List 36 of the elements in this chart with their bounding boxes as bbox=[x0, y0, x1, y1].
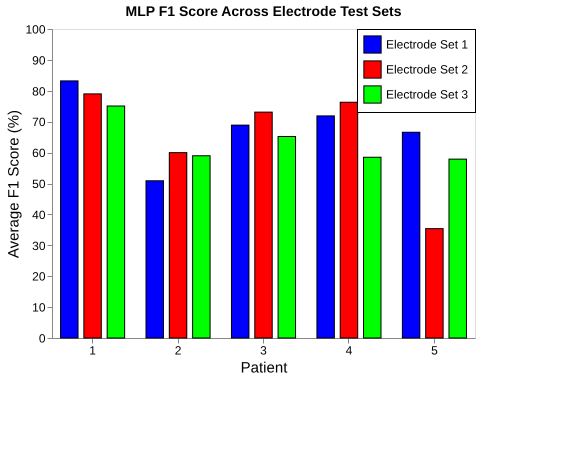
y-tick-label: 10 bbox=[32, 300, 46, 315]
y-tick-label: 20 bbox=[32, 270, 46, 284]
x-tick-label: 4 bbox=[346, 344, 353, 358]
bar bbox=[168, 152, 188, 338]
y-tick-label: 0 bbox=[38, 332, 46, 346]
bar bbox=[448, 158, 467, 338]
y-tick-label: 60 bbox=[32, 146, 46, 160]
chart-title: MLP F1 Score Across Electrode Test Sets bbox=[126, 3, 402, 19]
x-tick-label: 5 bbox=[431, 344, 438, 358]
y-tick-label: 90 bbox=[32, 53, 46, 68]
y-tick-label: 100 bbox=[25, 22, 46, 36]
bar bbox=[278, 136, 296, 338]
bar bbox=[363, 156, 382, 338]
legend-label: Electrode Set 3 bbox=[386, 88, 468, 102]
x-axis-title: Patient bbox=[240, 360, 288, 376]
x-tick-label: 3 bbox=[260, 344, 268, 358]
y-axis-title: Average F1 Score (%) bbox=[5, 110, 22, 258]
bar bbox=[60, 80, 79, 338]
y-tick-label: 40 bbox=[32, 208, 46, 222]
legend-label: Electrode Set 1 bbox=[386, 38, 468, 52]
bar bbox=[425, 228, 444, 338]
bar bbox=[230, 124, 250, 338]
y-tick-label: 50 bbox=[32, 177, 46, 191]
x-tick-label: 1 bbox=[89, 344, 96, 358]
bar bbox=[192, 155, 211, 338]
y-tick-label: 70 bbox=[32, 115, 46, 130]
bar bbox=[402, 132, 420, 338]
legend-label: Electrode Set 2 bbox=[386, 62, 468, 76]
bar bbox=[106, 105, 126, 338]
y-tick-label: 80 bbox=[32, 84, 46, 98]
y-tick-label: 30 bbox=[32, 238, 46, 253]
bar bbox=[146, 180, 164, 338]
bar bbox=[254, 112, 273, 338]
x-tick-label: 2 bbox=[174, 344, 182, 358]
bar bbox=[83, 93, 102, 338]
bar bbox=[316, 115, 335, 338]
